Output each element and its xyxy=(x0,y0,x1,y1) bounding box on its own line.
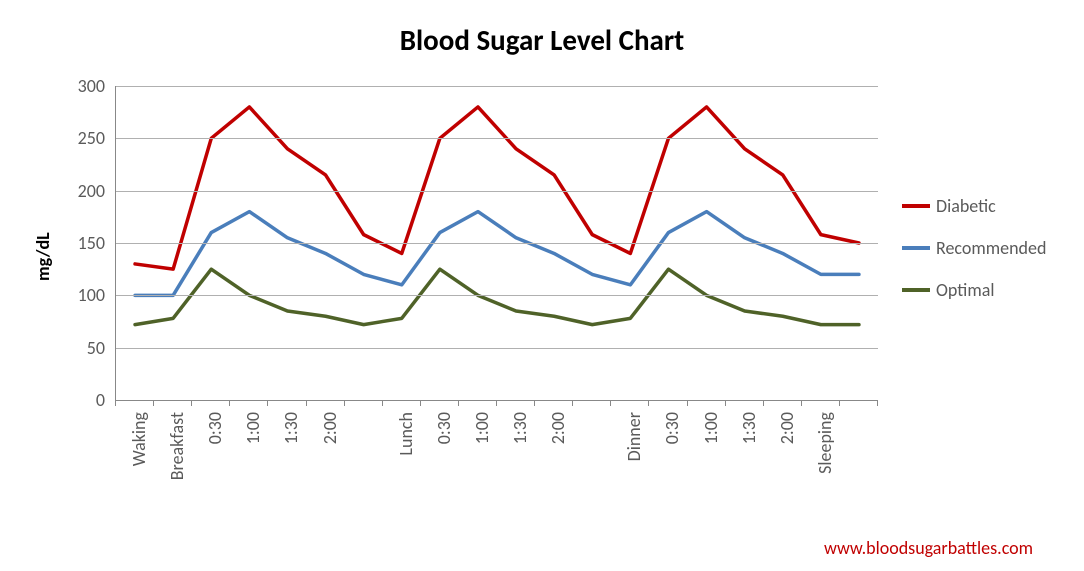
legend-swatch xyxy=(902,204,930,208)
y-tick-label: 50 xyxy=(60,337,105,359)
x-tick-label: 2:00 xyxy=(319,412,341,532)
x-tick-label: 0:30 xyxy=(204,412,226,532)
gridline xyxy=(116,295,878,296)
x-tick-label: 0:30 xyxy=(661,412,683,532)
series-line-optimal xyxy=(135,269,859,324)
series-line-diabetic xyxy=(135,107,859,269)
y-tick-label: 0 xyxy=(60,389,105,411)
x-tick-mark xyxy=(382,400,383,406)
x-tick-mark xyxy=(687,400,688,406)
legend: Diabetic Recommended Optimal xyxy=(902,195,1046,321)
series-line-recommended xyxy=(135,212,859,296)
x-tick-mark xyxy=(725,400,726,406)
legend-label: Diabetic xyxy=(936,195,996,217)
chart-title: Blood Sugar Level Chart xyxy=(0,22,1084,58)
x-tick-mark xyxy=(344,400,345,406)
gridline xyxy=(116,86,878,87)
y-tick-label: 250 xyxy=(60,127,105,149)
x-tick-label: 2:00 xyxy=(547,412,569,532)
x-tick-mark xyxy=(191,400,192,406)
x-tick-label: 1:30 xyxy=(738,412,760,532)
footer-link[interactable]: www.bloodsugarbattles.com xyxy=(824,537,1033,559)
plot-area xyxy=(115,86,878,401)
legend-item-optimal: Optimal xyxy=(902,279,1046,301)
x-tick-mark xyxy=(267,400,268,406)
x-tick-label: 0:30 xyxy=(433,412,455,532)
x-tick-mark xyxy=(877,400,878,406)
x-tick-label: 1:00 xyxy=(242,412,264,532)
x-tick-mark xyxy=(153,400,154,406)
x-tick-mark xyxy=(648,400,649,406)
gridline xyxy=(116,138,878,139)
x-tick-mark xyxy=(572,400,573,406)
y-tick-label: 150 xyxy=(60,232,105,254)
x-tick-label: Lunch xyxy=(395,412,417,532)
legend-label: Optimal xyxy=(936,279,994,301)
x-tick-mark xyxy=(801,400,802,406)
x-tick-label: Waking xyxy=(128,412,150,532)
legend-swatch xyxy=(902,246,930,250)
y-tick-label: 200 xyxy=(60,180,105,202)
x-tick-mark xyxy=(610,400,611,406)
gridline xyxy=(116,348,878,349)
x-tick-label: Sleeping xyxy=(814,412,836,532)
x-tick-mark xyxy=(420,400,421,406)
x-tick-mark xyxy=(763,400,764,406)
legend-item-diabetic: Diabetic xyxy=(902,195,1046,217)
x-tick-label: 1:30 xyxy=(509,412,531,532)
legend-label: Recommended xyxy=(936,237,1046,259)
x-tick-mark xyxy=(115,400,116,406)
y-tick-label: 300 xyxy=(60,75,105,97)
gridline xyxy=(116,191,878,192)
legend-swatch xyxy=(902,288,930,292)
x-tick-label: 2:00 xyxy=(776,412,798,532)
x-tick-mark xyxy=(496,400,497,406)
x-tick-label: Dinner xyxy=(623,412,645,532)
x-tick-label: 1:00 xyxy=(700,412,722,532)
x-tick-mark xyxy=(229,400,230,406)
gridline xyxy=(116,243,878,244)
legend-item-recommended: Recommended xyxy=(902,237,1046,259)
x-tick-mark xyxy=(458,400,459,406)
y-tick-label: 100 xyxy=(60,284,105,306)
x-tick-mark xyxy=(534,400,535,406)
x-tick-label: 1:00 xyxy=(471,412,493,532)
x-tick-label: Breakfast xyxy=(166,412,188,532)
x-tick-mark xyxy=(839,400,840,406)
chart-container: Blood Sugar Level Chart mg/dL Diabetic Re… xyxy=(0,0,1084,571)
x-tick-mark xyxy=(306,400,307,406)
y-axis-label: mg/dL xyxy=(32,232,54,281)
x-tick-label: 1:30 xyxy=(280,412,302,532)
